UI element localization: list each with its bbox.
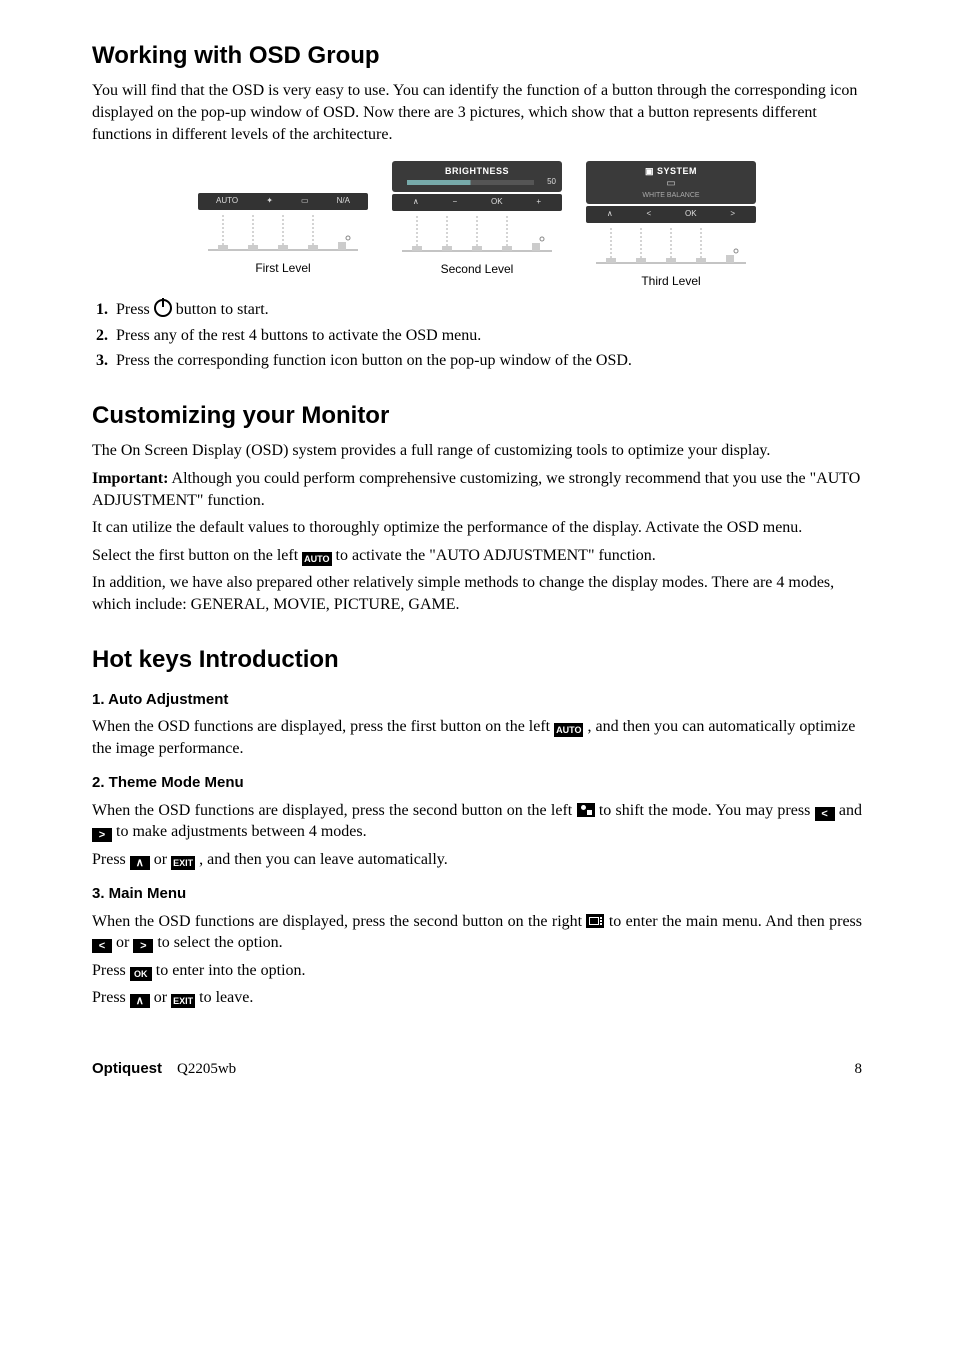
customizing-p4: Select the first button on the left AUTO… [92, 545, 862, 567]
customizing-intro: The On Screen Display (OSD) system provi… [92, 440, 862, 462]
left-arrow-icon: < [92, 939, 112, 953]
main-menu-p3: Press ∧ or EXIT to leave. [92, 987, 862, 1009]
second-level-osd: BRIGHTNESS 50 [392, 161, 562, 192]
auto-icon: AUTO [302, 552, 331, 566]
level-first: AUTO ✦ ▭ N/A First Level [198, 161, 368, 289]
third-level-strip: ∧ < OK > [586, 206, 756, 223]
level-third: ▣ SYSTEM ▭ WHITE BALANCE ∧ < OK > Third … [586, 161, 756, 289]
auto-adjust-text: When the OSD functions are displayed, pr… [92, 716, 862, 759]
strip-label: ▭ [301, 196, 309, 207]
main-menu-p1: When the OSD functions are displayed, pr… [92, 911, 862, 954]
step-2: 2. Press any of the rest 4 buttons to ac… [92, 325, 862, 347]
strip-label: ∧ [607, 209, 613, 220]
button-panel-svg [586, 223, 756, 271]
strip-label: ∧ [413, 197, 419, 208]
strip-label: ✦ [266, 196, 273, 207]
exit-icon: EXIT [171, 994, 195, 1008]
step-1: 1. Press button to start. [92, 299, 862, 321]
strip-label: AUTO [216, 196, 238, 207]
heading-working-with-osd: Working with OSD Group [92, 40, 862, 72]
osd-sub: WHITE BALANCE [592, 191, 750, 200]
first-level-strip: AUTO ✦ ▭ N/A [198, 193, 368, 210]
important-note: Important: Although you could perform co… [92, 468, 862, 511]
exit-icon: EXIT [171, 856, 195, 870]
right-arrow-icon: > [133, 939, 153, 953]
strip-label: N/A [337, 196, 350, 207]
osd-title: SYSTEM [657, 166, 697, 176]
page-number: 8 [855, 1059, 863, 1079]
up-arrow-icon: ∧ [130, 856, 150, 870]
ok-icon: OK [130, 967, 152, 981]
heading-customizing: Customizing your Monitor [92, 400, 862, 432]
strip-label: > [730, 209, 735, 220]
subheading-theme-mode: 2. Theme Mode Menu [92, 773, 862, 793]
strip-label: < [647, 209, 652, 220]
main-menu-p2: Press OK to enter into the option. [92, 960, 862, 982]
footer-model: Q2205wb [177, 1061, 236, 1077]
strip-label: OK [685, 209, 697, 220]
levels-figure: AUTO ✦ ▭ N/A First Level BRIGHTNESS 50 [92, 161, 862, 289]
theme-mode-p1: When the OSD functions are displayed, pr… [92, 800, 862, 843]
third-level-label: Third Level [586, 273, 756, 289]
customizing-p5: In addition, we have also prepared other… [92, 572, 862, 615]
osd-value: 50 [547, 177, 556, 188]
menu-icon [586, 914, 604, 928]
left-arrow-icon: < [815, 807, 835, 821]
button-panel-svg [392, 211, 562, 259]
strip-label: OK [491, 197, 503, 208]
strip-label: − [453, 197, 458, 208]
theme-icon [577, 803, 595, 817]
customizing-p3: It can utilize the default values to tho… [92, 517, 862, 539]
button-panel-svg [198, 210, 368, 258]
footer-brand: Optiquest [92, 1060, 162, 1077]
right-arrow-icon: > [92, 828, 112, 842]
step-3: 3. Press the corresponding function icon… [92, 350, 862, 372]
first-level-label: First Level [198, 260, 368, 276]
level-second: BRIGHTNESS 50 ∧ − OK + Second Level [392, 161, 562, 289]
second-level-strip: ∧ − OK + [392, 194, 562, 211]
subheading-auto-adjust: 1. Auto Adjustment [92, 690, 862, 710]
power-icon [154, 299, 172, 317]
subheading-main-menu: 3. Main Menu [92, 884, 862, 904]
auto-icon: AUTO [554, 723, 583, 737]
strip-label: + [536, 197, 541, 208]
theme-mode-p2: Press ∧ or EXIT , and then you can leave… [92, 849, 862, 871]
heading-hotkeys: Hot keys Introduction [92, 644, 862, 676]
steps-list: 1. Press button to start. 2. Press any o… [92, 299, 862, 372]
page-footer: Optiquest Q2205wb 8 [92, 1059, 862, 1079]
intro-paragraph: You will find that the OSD is very easy … [92, 80, 862, 145]
second-level-label: Second Level [392, 261, 562, 277]
osd-title: BRIGHTNESS [398, 165, 556, 177]
up-arrow-icon: ∧ [130, 994, 150, 1008]
third-level-osd: ▣ SYSTEM ▭ WHITE BALANCE [586, 161, 756, 204]
